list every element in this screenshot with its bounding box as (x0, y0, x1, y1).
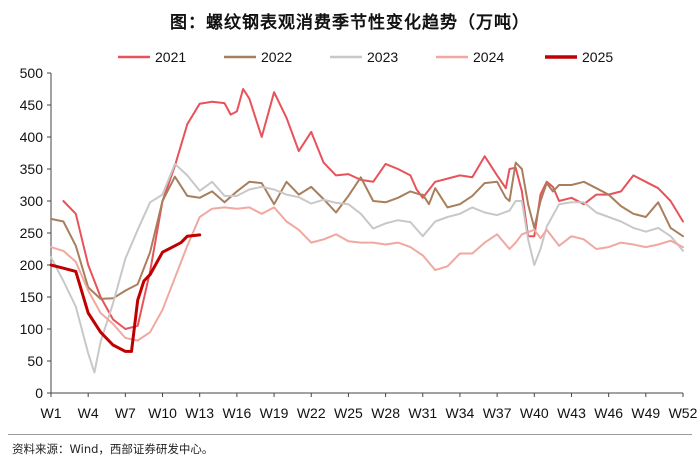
y-tick-label: 250 (20, 225, 44, 241)
legend-label-2022: 2022 (261, 49, 292, 65)
x-tick-label: W31 (408, 405, 437, 421)
y-tick-label: 450 (20, 97, 44, 113)
legend: 2021 2022 2023 2024 2025 (118, 49, 613, 65)
y-tick-label: 350 (20, 161, 44, 177)
line-chart: 2021 2022 2023 2024 2025 0 50 100 150 200 250 300 3… (20, 49, 698, 421)
series-line-2023 (50, 162, 684, 374)
y-tick-label: 100 (20, 321, 44, 337)
y-tick-label: 200 (20, 257, 44, 273)
axes: 0 50 100 150 200 250 300 350 400 450 500 W1 W4 W7 W10 W… (20, 65, 698, 421)
legend-label-2023: 2023 (367, 49, 398, 65)
chart-title: 图：螺纹钢表观消费季节性变化趋势（万吨） (170, 13, 530, 33)
x-tick-label: W37 (483, 405, 512, 421)
x-tick-label: W46 (594, 405, 623, 421)
series-line-2022 (50, 161, 684, 300)
source-note: 资料来源：Wind，西部证券研发中心。 (12, 442, 214, 456)
x-tick-label: W28 (371, 405, 400, 421)
legend-label-2025: 2025 (582, 49, 613, 65)
x-tick-label: W19 (260, 405, 289, 421)
y-tick-label: 300 (20, 193, 44, 209)
x-tick-label: W22 (297, 405, 326, 421)
x-tick-label: W40 (520, 405, 549, 421)
series-line-2025 (49, 233, 202, 353)
x-tick-label: W49 (631, 405, 660, 421)
legend-label-2021: 2021 (155, 49, 186, 65)
x-tick-label: W13 (185, 405, 214, 421)
x-tick-label: W52 (669, 405, 698, 421)
y-tick-label: 0 (35, 385, 43, 401)
x-tick-label: W10 (148, 405, 177, 421)
x-tick-label: W4 (78, 405, 99, 421)
x-tick-label: W7 (115, 405, 136, 421)
legend-label-2024: 2024 (473, 49, 504, 65)
series-line-2021 (62, 88, 684, 330)
x-tick-label: W43 (557, 405, 586, 421)
series-line-2024 (50, 206, 684, 342)
x-tick-label: W25 (334, 405, 363, 421)
series-layer (49, 88, 684, 374)
x-tick-label: W1 (41, 405, 62, 421)
y-tick-label: 50 (27, 353, 43, 369)
y-tick-label: 150 (20, 289, 44, 305)
footer-divider (8, 434, 692, 435)
x-tick-label: W34 (446, 405, 475, 421)
x-tick-label: W16 (222, 405, 251, 421)
y-tick-label: 500 (20, 65, 44, 81)
y-tick-label: 400 (20, 129, 44, 145)
